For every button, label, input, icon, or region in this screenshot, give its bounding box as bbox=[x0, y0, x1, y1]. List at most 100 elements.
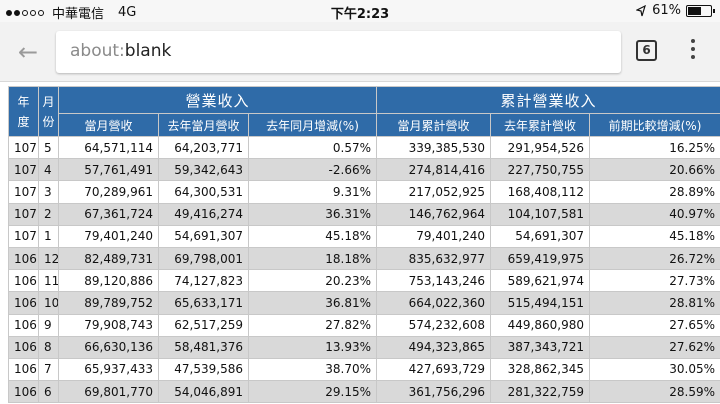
cell-value: 58,481,376 bbox=[158, 335, 249, 359]
column-header: 去年同月增減(%) bbox=[248, 113, 377, 137]
cell-month: 4 bbox=[38, 158, 59, 182]
table-row: 106 12 82,489,731 69,798,001 18.18% 835,632,9… bbox=[8, 246, 720, 271]
signal-dot bbox=[14, 9, 20, 16]
cell-value: 45.18% bbox=[248, 224, 377, 248]
cell-value: 36.81% bbox=[248, 291, 377, 315]
header-char: 份 bbox=[42, 114, 55, 129]
cell-value: 659,419,975 bbox=[490, 246, 590, 271]
cell-month: 1 bbox=[38, 224, 59, 248]
table-row: 106 6 69,801,770 54,046,891 29.15% 361,756,29… bbox=[8, 380, 720, 404]
cell-value: 515,494,151 bbox=[490, 291, 590, 315]
cell-value: 16.25% bbox=[588, 135, 720, 160]
header-year: 年度 bbox=[8, 86, 39, 137]
cell-value: 29.15% bbox=[248, 380, 377, 404]
cell-value: 18.18% bbox=[248, 246, 377, 271]
table-row: 107 5 64,571,114 64,203,771 0.57% 339,385,530… bbox=[8, 135, 720, 160]
cell-value: 74,127,823 bbox=[158, 269, 249, 293]
status-bar: 中華電信 4G 下午2:23 61% bbox=[0, 0, 720, 22]
cell-value: 27.65% bbox=[588, 313, 720, 337]
header-char: 年 bbox=[17, 94, 30, 109]
table-row: 106 11 89,120,886 74,127,823 20.23% 753,143,2… bbox=[8, 269, 720, 293]
cell-value: 664,022,360 bbox=[376, 291, 491, 315]
table-row: 106 10 89,789,752 65,633,171 36.81% 664,022,3… bbox=[8, 291, 720, 315]
status-left: 中華電信 4G bbox=[6, 3, 136, 22]
cell-value: 9.31% bbox=[248, 180, 377, 204]
cell-value: 753,143,246 bbox=[376, 269, 491, 293]
cell-value: 13.93% bbox=[248, 335, 377, 359]
cell-value: 339,385,530 bbox=[376, 135, 491, 160]
cell-value: 589,621,974 bbox=[490, 269, 590, 293]
address-bar[interactable]: about:blank bbox=[56, 31, 621, 73]
cell-value: 835,632,977 bbox=[376, 246, 491, 271]
cell-value: 574,232,608 bbox=[376, 313, 491, 337]
signal-dot bbox=[38, 9, 44, 16]
cell-value: 387,343,721 bbox=[490, 335, 590, 359]
cell-value: 69,798,001 bbox=[158, 246, 249, 271]
header-char: 度 bbox=[17, 114, 30, 129]
cell-value: 291,954,526 bbox=[490, 135, 590, 160]
location-arrow-icon bbox=[636, 4, 647, 16]
url-scheme: about: bbox=[70, 41, 125, 61]
cell-year: 106 bbox=[8, 335, 39, 359]
signal-dot bbox=[22, 9, 28, 16]
table-row: 106 7 65,937,433 47,539,586 38.70% 427,693,72… bbox=[8, 357, 720, 382]
carrier-name: 中華電信 bbox=[52, 7, 105, 22]
status-right: 61% bbox=[636, 3, 715, 18]
cell-value: 79,908,743 bbox=[58, 313, 159, 337]
cell-value: 64,300,531 bbox=[158, 180, 249, 204]
cell-month: 2 bbox=[38, 202, 59, 226]
header-char: 月 bbox=[42, 94, 55, 109]
cell-value: 54,691,307 bbox=[158, 224, 249, 248]
tab-switcher-button[interactable]: 6 bbox=[636, 40, 657, 61]
cell-value: 27.62% bbox=[588, 335, 720, 359]
cell-value: 82,489,731 bbox=[58, 246, 159, 271]
cell-value: 20.66% bbox=[588, 158, 720, 182]
cell-value: 27.82% bbox=[248, 313, 377, 337]
cell-value: 57,761,491 bbox=[58, 158, 159, 182]
cell-year: 106 bbox=[8, 313, 39, 337]
cell-value: 36.31% bbox=[248, 202, 377, 226]
cell-value: 67,361,724 bbox=[58, 202, 159, 226]
column-header: 去年當月營收 bbox=[158, 113, 249, 137]
battery-percent: 61% bbox=[652, 3, 681, 18]
cell-value: 70,289,961 bbox=[58, 180, 159, 204]
cell-value: 40.97% bbox=[588, 202, 720, 226]
cell-value: 328,862,345 bbox=[490, 357, 590, 382]
column-header: 去年累計營收 bbox=[490, 113, 590, 137]
revenue-table-body: 107 5 64,571,114 64,203,771 0.57% 339,385,530… bbox=[8, 135, 720, 404]
cell-value: 449,860,980 bbox=[490, 313, 590, 337]
cell-value: 47,539,586 bbox=[158, 357, 249, 382]
column-header: 前期比較增減(%) bbox=[588, 113, 720, 137]
column-header: 當月營收 bbox=[58, 113, 159, 137]
cell-value: 227,750,755 bbox=[490, 158, 590, 182]
cell-year: 106 bbox=[8, 269, 39, 293]
cell-month: 7 bbox=[38, 357, 59, 382]
cell-month: 5 bbox=[38, 135, 59, 160]
url-text[interactable]: about:blank bbox=[70, 41, 171, 61]
cell-year: 107 bbox=[8, 180, 39, 204]
cell-value: 217,052,925 bbox=[376, 180, 491, 204]
cell-month: 11 bbox=[38, 269, 59, 293]
cell-value: 54,046,891 bbox=[158, 380, 249, 404]
cell-year: 106 bbox=[8, 380, 39, 404]
cell-value: 26.72% bbox=[588, 246, 720, 271]
cell-month: 6 bbox=[38, 380, 59, 404]
back-arrow-icon[interactable]: ← bbox=[17, 38, 39, 66]
cell-value: 64,571,114 bbox=[58, 135, 159, 160]
cell-value: 168,408,112 bbox=[490, 180, 590, 204]
overflow-menu-icon[interactable] bbox=[684, 36, 702, 66]
cell-value: 30.05% bbox=[588, 357, 720, 382]
cell-month: 8 bbox=[38, 335, 59, 359]
cell-value: 66,630,136 bbox=[58, 335, 159, 359]
revenue-table: 年度 月份 營業收入 累計營業收入 當月營收 去年當月營收 去年同月增減(%) 當月累… bbox=[8, 86, 720, 404]
cell-year: 107 bbox=[8, 158, 39, 182]
cell-value: 65,937,433 bbox=[58, 357, 159, 382]
cell-value: 64,203,771 bbox=[158, 135, 249, 160]
cell-value: 427,693,729 bbox=[376, 357, 491, 382]
cell-value: 274,814,416 bbox=[376, 158, 491, 182]
url-path: blank bbox=[124, 41, 172, 61]
cell-month: 9 bbox=[38, 313, 59, 337]
header-revenue-group: 營業收入 bbox=[58, 86, 377, 114]
cell-value: 38.70% bbox=[248, 357, 377, 382]
table-row: 107 4 57,761,491 59,342,643 -2.66% 274,814,41… bbox=[8, 158, 720, 182]
